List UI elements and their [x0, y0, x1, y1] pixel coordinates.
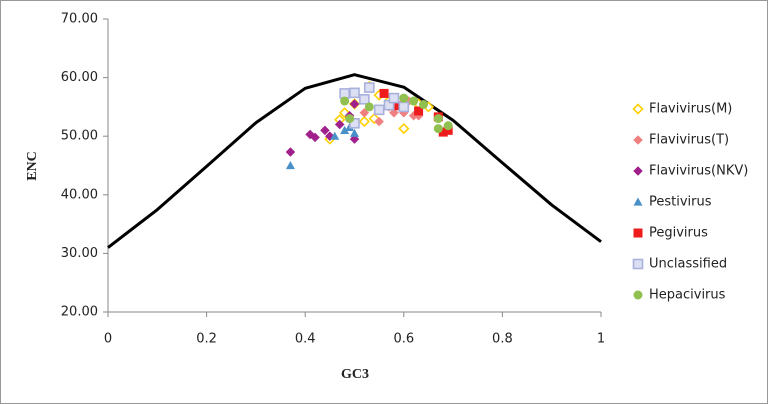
data-point — [350, 128, 359, 137]
x-tick-label: 0 — [104, 332, 112, 347]
data-point — [345, 114, 355, 124]
legend-label: Unclassified — [649, 257, 727, 272]
legend-label: Flavivirus(NKV) — [649, 164, 748, 179]
x-tick-label: 0.8 — [492, 332, 513, 347]
legend-marker — [633, 135, 643, 145]
x-tick-label: 0.2 — [196, 332, 217, 347]
legend-label: Flavivirus(T) — [649, 133, 729, 148]
legend-marker — [632, 103, 644, 115]
y-tick-label: 40.00 — [61, 187, 98, 202]
data-point — [398, 101, 410, 113]
x-tick-label: 1 — [597, 332, 605, 347]
data-point — [330, 131, 340, 140]
data-point — [349, 99, 360, 109]
data-point — [409, 96, 419, 106]
data-point — [373, 104, 385, 116]
y-tick-label: 20.00 — [61, 305, 98, 320]
y-tick-label: 70.00 — [61, 12, 98, 27]
data-point — [374, 116, 385, 127]
legend-marker — [633, 166, 643, 176]
data-point — [340, 96, 350, 106]
data-point — [388, 92, 400, 104]
data-point — [443, 121, 453, 131]
data-point — [320, 125, 330, 136]
legend-label: Hepacivirus — [649, 288, 726, 303]
y-axis-title: ENC — [25, 151, 40, 181]
data-point — [389, 107, 399, 118]
y-tick-label: 60.00 — [61, 70, 98, 85]
legend-label: Pegivirus — [649, 226, 708, 241]
data-point — [358, 115, 370, 128]
data-point — [349, 87, 360, 99]
data-point — [364, 102, 374, 112]
data-point — [398, 122, 410, 135]
legend-marker — [633, 197, 643, 206]
data-point — [285, 161, 295, 170]
data-point — [359, 93, 370, 105]
data-point — [310, 132, 320, 143]
data-point — [438, 127, 448, 137]
x-tick-label: 0.6 — [393, 332, 414, 347]
data-point — [363, 82, 375, 93]
data-point — [379, 88, 389, 98]
data-point — [349, 134, 360, 144]
y-tick-label: 30.00 — [61, 246, 98, 261]
data-point — [340, 125, 350, 134]
data-point — [334, 119, 345, 130]
legend-marker — [633, 290, 643, 300]
x-axis-title: GC3 — [341, 367, 369, 382]
legend-label: Flavivirus(M) — [649, 102, 732, 117]
legend-marker — [632, 258, 644, 270]
data-point — [399, 93, 409, 103]
data-point — [419, 100, 429, 110]
data-point — [285, 147, 296, 157]
data-point — [433, 124, 443, 134]
x-tick-label: 0.4 — [295, 332, 316, 347]
data-point — [414, 106, 424, 116]
data-point — [433, 114, 443, 124]
data-point — [349, 118, 360, 129]
legend-label: Pestivirus — [649, 195, 712, 210]
expected-curve — [107, 73, 602, 249]
y-tick-label: 50.00 — [61, 129, 98, 144]
legend-marker — [633, 228, 643, 238]
data-point — [443, 125, 453, 135]
